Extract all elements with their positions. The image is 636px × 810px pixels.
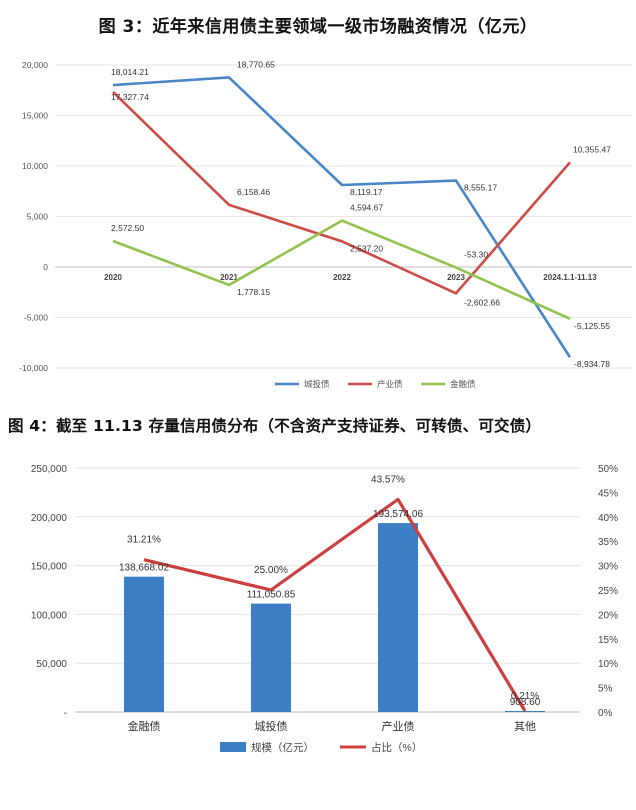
y2-tick-label: 30%	[598, 562, 618, 573]
legend-swatch-bar	[220, 742, 246, 752]
y2-tick-label: 50%	[598, 464, 618, 475]
y-tick-label: 15,000	[22, 111, 48, 121]
y-tick-label: 50,000	[36, 659, 67, 670]
legend-entry: 产业债	[377, 379, 403, 389]
figure-4-title: 图 4：截至 11.13 存量信用债分布（不含资产支持证券、可转债、可交债）	[8, 417, 542, 435]
y-tick-label: 10,000	[22, 161, 48, 171]
x-tick-label: 其他	[514, 720, 536, 733]
y-tick-label: -	[64, 708, 67, 719]
y-tick-label: 250,000	[31, 464, 68, 475]
x-tick-label: 2020	[104, 273, 122, 282]
data-label: 18,014.21	[111, 67, 149, 77]
y-tick-label: 20,000	[22, 60, 48, 70]
bar-其他	[505, 711, 545, 712]
x-tick-label: 2022	[333, 273, 351, 282]
share-value-label: 43.57%	[371, 474, 405, 485]
data-label: -2,602.66	[464, 297, 500, 307]
bar-chart-outstanding: 0% 5% 10% 15% 20% 25% 30% 35% 40% 45% 50% - 50,000 10…	[31, 464, 618, 754]
x-tick-label: 城投债	[255, 719, 288, 733]
x-tick-label: 2024.1.1-11.13	[543, 273, 597, 282]
share-value-label: 31.21%	[127, 535, 161, 546]
y-tick-label: -5,000	[24, 313, 48, 323]
legend-entry: 城投债	[304, 379, 330, 389]
y2-tick-label: 15%	[598, 635, 618, 646]
data-label: -53.30	[464, 250, 488, 260]
data-label: 18,770.65	[237, 59, 275, 69]
y-tick-label: 200,000	[31, 513, 68, 524]
data-label: 6,158.46	[237, 187, 270, 197]
series-line-产业债	[112, 91, 571, 295]
series-line-城投债	[112, 76, 572, 358]
y2-tick-label: 25%	[598, 586, 618, 597]
data-label: 4,594.67	[350, 203, 383, 213]
line-chart-financing: 20,000 15,000 10,000 5,000 0 -5,000 -10,000 202…	[19, 59, 632, 389]
y2-tick-label: 0%	[598, 708, 613, 719]
x-tick-label: 金融债	[128, 719, 161, 733]
y-tick-label: 100,000	[31, 610, 68, 621]
data-label: -5,125.55	[574, 321, 610, 331]
bar-value-label: 908.60	[510, 697, 541, 708]
share-value-label: 0.21%	[511, 691, 539, 702]
bar-value-label: 111,050.85	[247, 590, 296, 601]
data-label: 2,537.20	[350, 243, 383, 253]
legend-entry: 金融债	[450, 379, 476, 389]
data-label: -8,934.78	[574, 359, 610, 369]
y-tick-label: 5,000	[27, 212, 49, 222]
y-tick-label: 150,000	[31, 562, 68, 573]
x-tick-label: 产业债	[382, 719, 415, 733]
x-tick-label: 2023	[447, 273, 465, 282]
data-label: 2,572.50	[111, 223, 144, 233]
y-tick-label: -10,000	[19, 363, 48, 373]
share-line	[143, 497, 527, 712]
y2-tick-label: 20%	[598, 610, 618, 621]
legend-entry: 占比（%）	[371, 741, 422, 754]
y2-tick-label: 5%	[598, 684, 613, 695]
series-line-金融债	[112, 219, 571, 320]
bar-金融债	[124, 576, 164, 712]
share-value-label: 25.00%	[254, 565, 288, 576]
figure-3-title: 图 3：近年来信用债主要领域一级市场融资情况（亿元）	[98, 17, 538, 37]
x-tick-label: 2021	[220, 273, 238, 282]
data-label: 8,119.17	[350, 187, 383, 197]
data-label: 8,555.17	[464, 183, 497, 193]
data-label: 17,327.74	[111, 92, 149, 102]
bar-城投债	[251, 603, 291, 712]
y2-tick-label: 40%	[598, 513, 618, 524]
bar-value-label: 138,668.02	[119, 563, 169, 574]
bar-产业债	[378, 523, 418, 712]
y2-tick-label: 35%	[598, 537, 618, 548]
legend-entry: 规模（亿元）	[251, 741, 314, 754]
data-label: 1,778.15	[237, 287, 270, 297]
y-tick-label: 0	[43, 262, 48, 272]
y2-tick-label: 45%	[598, 488, 618, 499]
bar-value-label: 193,574.06	[373, 509, 423, 520]
data-label: 10,355.47	[573, 144, 611, 154]
y2-tick-label: 10%	[598, 659, 618, 670]
